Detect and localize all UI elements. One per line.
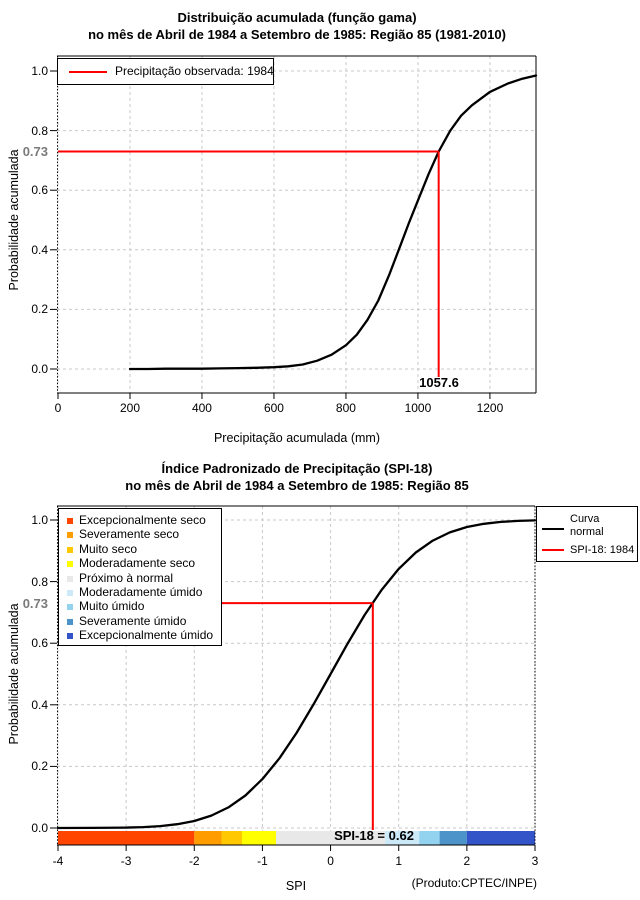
legend-item: Muito seco	[59, 541, 221, 557]
bottom-chart-title: Índice Padronizado de Precipitação (SPI-…	[161, 461, 433, 476]
red-line-legend-swatch	[69, 71, 107, 73]
legend-item: Muito úmido	[59, 599, 221, 614]
bottom-chart-subtitle: no mês de Abril de 1984 a Setembro de 19…	[125, 478, 469, 493]
category-color-swatch	[67, 546, 73, 553]
legend-item: Severamente úmido	[59, 613, 221, 629]
curve-legend-label-line2: normal	[570, 526, 604, 538]
x-tick-label: 1000	[404, 401, 432, 415]
spi-value-annotation: SPI-18 = 0.62	[334, 828, 414, 843]
y-tick-label: 0.6	[31, 183, 48, 198]
x-tick-label: 200	[119, 401, 140, 415]
category-color-swatch	[67, 575, 73, 582]
red-line-legend-swatch-2	[542, 549, 564, 551]
x-tick-label: 600	[263, 401, 284, 415]
top-x-axis-label: Precipitação acumulada (mm)	[213, 431, 381, 445]
y-tick-label: 0.2	[31, 302, 48, 317]
x-tick-label: 3	[531, 854, 539, 868]
legend-item-label: Excepcionalmente úmido	[79, 628, 214, 643]
black-line-legend-swatch	[542, 528, 564, 530]
y-tick-label: 1.0	[31, 513, 48, 527]
x-tick-label: 1	[395, 854, 403, 868]
category-color-swatch	[67, 618, 73, 625]
y-tick-label: 0.2	[31, 759, 48, 774]
x-tick-label: 0	[54, 401, 62, 415]
x-tick-label: -2	[188, 854, 200, 868]
top-precip-annotation: 1057.6	[419, 375, 459, 390]
legend-item-label: Moderadamente seco	[79, 556, 196, 571]
top-chart-subtitle: no mês de Abril de 1984 a Setembro de 19…	[88, 27, 506, 42]
bottom-x-axis-label: SPI	[285, 879, 307, 893]
y-tick-label: 1.0	[31, 64, 48, 78]
legend-item: Próximo à normal	[59, 570, 221, 586]
category-color-swatch	[67, 532, 73, 539]
x-tick-label: 0	[327, 854, 334, 868]
curve-legend-label-line1: Curva	[570, 513, 600, 525]
y-tick-label: 0.8	[31, 574, 48, 589]
bottom-curve-legend: Curva normal SPI-18: 1984	[536, 506, 638, 562]
x-tick-label: -1	[257, 854, 268, 868]
legend-item: Excepcionalmente seco	[59, 513, 221, 528]
x-tick-label: -4	[52, 854, 64, 868]
y-tick-label: 0.0	[31, 821, 48, 835]
y-tick-label: 0.4	[31, 242, 48, 257]
legend-item-label: Severamente seco	[79, 527, 180, 542]
legend-item: Severamente seco	[59, 527, 221, 542]
legend-item-label: Excepcionalmente seco	[79, 513, 206, 527]
y-tick-label: 0.0	[31, 362, 48, 376]
x-tick-label: 2	[463, 854, 471, 868]
y-tick-label: 0.6	[31, 636, 48, 651]
legend-item-label: Muito úmido	[79, 599, 145, 614]
producer-footnote: (Produto:CPTEC/INPE)	[411, 876, 537, 890]
top-legend: Precipitação observada: 1984	[57, 58, 274, 85]
category-color-swatch	[67, 604, 73, 611]
category-color-swatch	[67, 589, 73, 596]
x-tick-label: 800	[335, 401, 356, 415]
x-tick-label: -3	[120, 854, 132, 868]
x-tick-label: 400	[191, 401, 212, 415]
category-color-swatch	[67, 633, 73, 640]
legend-item-label: Muito seco	[79, 541, 138, 556]
y-tick-label: 0.4	[31, 697, 48, 712]
y-tick-label: 0.8	[31, 123, 48, 138]
category-color-swatch	[67, 518, 73, 524]
spi-category-legend: Excepcionalmente seco Severamente seco Mui…	[58, 508, 222, 646]
top-chart-title: Distribuição acumulada (função gama)	[177, 10, 417, 25]
top-prob-annotation: 0.73	[22, 144, 48, 159]
legend-item-label: Próximo à normal	[79, 570, 174, 585]
legend-item: Moderadamente seco	[59, 556, 221, 571]
top-legend-label: Precipitação observada: 1984	[115, 64, 274, 78]
spi-legend-label: SPI-18: 1984	[570, 544, 635, 556]
legend-item-label: Severamente úmido	[79, 613, 187, 628]
x-tick-label: 1200	[476, 401, 504, 415]
category-color-swatch	[67, 561, 73, 568]
legend-item: Excepcionalmente úmido	[59, 628, 221, 643]
legend-item: Moderadamente úmido	[59, 584, 221, 600]
bottom-prob-annotation: 0.73	[22, 596, 48, 611]
legend-item-label: Moderadamente úmido	[79, 584, 203, 599]
